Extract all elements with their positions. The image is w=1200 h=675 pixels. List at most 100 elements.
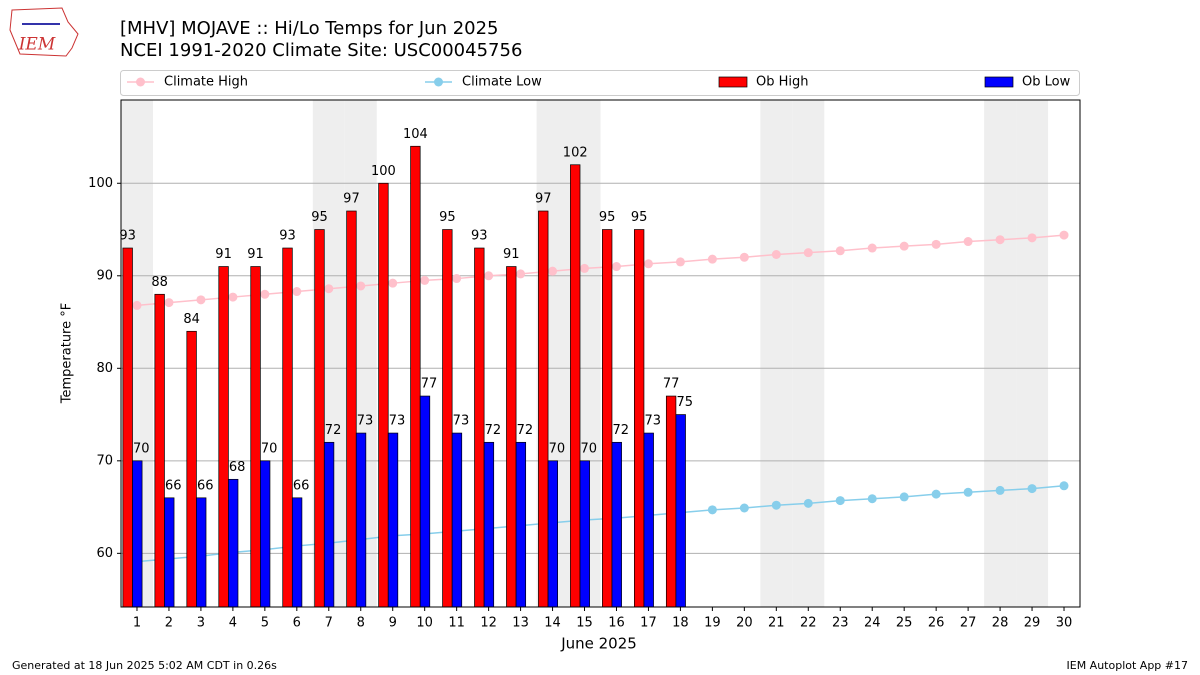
value-label: 104 [403,127,428,142]
bar [643,432,654,608]
point [899,241,909,251]
x-axis-label: June 2025 [560,635,637,653]
x-tick-label: 26 [928,616,945,631]
bar [132,460,143,608]
value-label: 70 [581,441,598,456]
logo: IEM [9,7,79,57]
footer-left: Generated at 18 Jun 2025 5:02 AM CDT in … [12,659,277,672]
point [611,262,621,272]
point [739,252,749,262]
value-label: 93 [279,229,296,244]
value-label: 73 [389,414,406,429]
x-tick-label: 9 [389,616,397,631]
point [963,237,973,247]
point [164,298,174,308]
point [516,269,526,279]
chart-title: [MHV] MOJAVE :: Hi/Lo Temps for Jun 2025 [120,18,499,39]
point [1027,484,1037,494]
bar [579,460,590,608]
point [1027,233,1037,243]
value-label: 91 [247,247,264,262]
x-tick-label: 8 [357,616,365,631]
value-label: 70 [261,441,278,456]
bar [602,229,613,608]
value-label: 84 [183,312,200,327]
x-tick-label: 10 [416,616,433,631]
point [548,266,558,276]
value-label: 97 [535,192,552,207]
point [739,503,749,513]
point [995,485,1005,495]
bar [483,441,495,608]
bar [378,182,389,608]
x-tick-label: 1 [133,616,141,631]
point [580,263,590,273]
value-label: 77 [663,377,680,392]
x-tick-label: 29 [1024,616,1041,631]
point [867,243,877,253]
x-tick-label: 25 [896,616,913,631]
y-tick-label: 90 [96,268,113,283]
value-label: 66 [165,478,182,493]
footer-right: IEM Autoplot App #17 [1067,659,1189,672]
x-tick-label: 4 [229,616,237,631]
legend-swatch [718,76,748,88]
legend-marker [434,77,443,87]
bar [387,432,399,608]
x-tick-label: 3 [197,616,205,631]
bar [314,229,325,608]
bar [547,460,558,608]
bar [451,432,463,608]
point [931,239,941,249]
x-tick-label: 28 [992,616,1009,631]
value-label: 70 [549,441,566,456]
bar [164,497,175,608]
bar [665,395,677,608]
bar [122,247,133,608]
value-label: 95 [631,210,648,225]
bar [538,210,549,608]
point [835,496,845,506]
point [899,492,909,502]
bar [218,266,229,608]
value-label: 95 [599,210,616,225]
point [963,487,973,497]
point [803,498,813,508]
legend-label: Climate Low [462,75,542,90]
point [420,275,430,285]
x-tick-label: 11 [448,616,465,631]
point [643,259,653,269]
x-tick-label: 13 [512,616,529,631]
bar [346,210,357,608]
value-label: 66 [197,478,214,493]
bar [250,266,261,608]
logo-text: IEM [18,35,56,55]
x-tick-label: 7 [325,616,333,631]
value-label: 95 [311,210,328,225]
bar [355,432,367,608]
point [771,250,781,260]
value-label: 72 [485,423,502,438]
point [675,257,685,267]
x-tick-label: 5 [261,616,269,631]
bar [260,460,271,608]
bar [515,441,527,608]
value-label: 75 [676,395,693,410]
point [356,281,366,291]
bar [506,266,517,608]
point [196,295,206,305]
x-tick-label: 17 [640,616,657,631]
point [452,274,462,284]
value-label: 72 [325,423,342,438]
x-tick-label: 23 [832,616,849,631]
y-tick-label: 70 [96,453,113,468]
bar [196,497,207,608]
y-tick-label: 60 [96,546,113,561]
bar [474,247,485,608]
bar [633,229,645,608]
weekend-shade [792,100,825,607]
x-tick-label: 27 [960,616,977,631]
bar [675,414,686,608]
value-label: 91 [503,247,520,262]
